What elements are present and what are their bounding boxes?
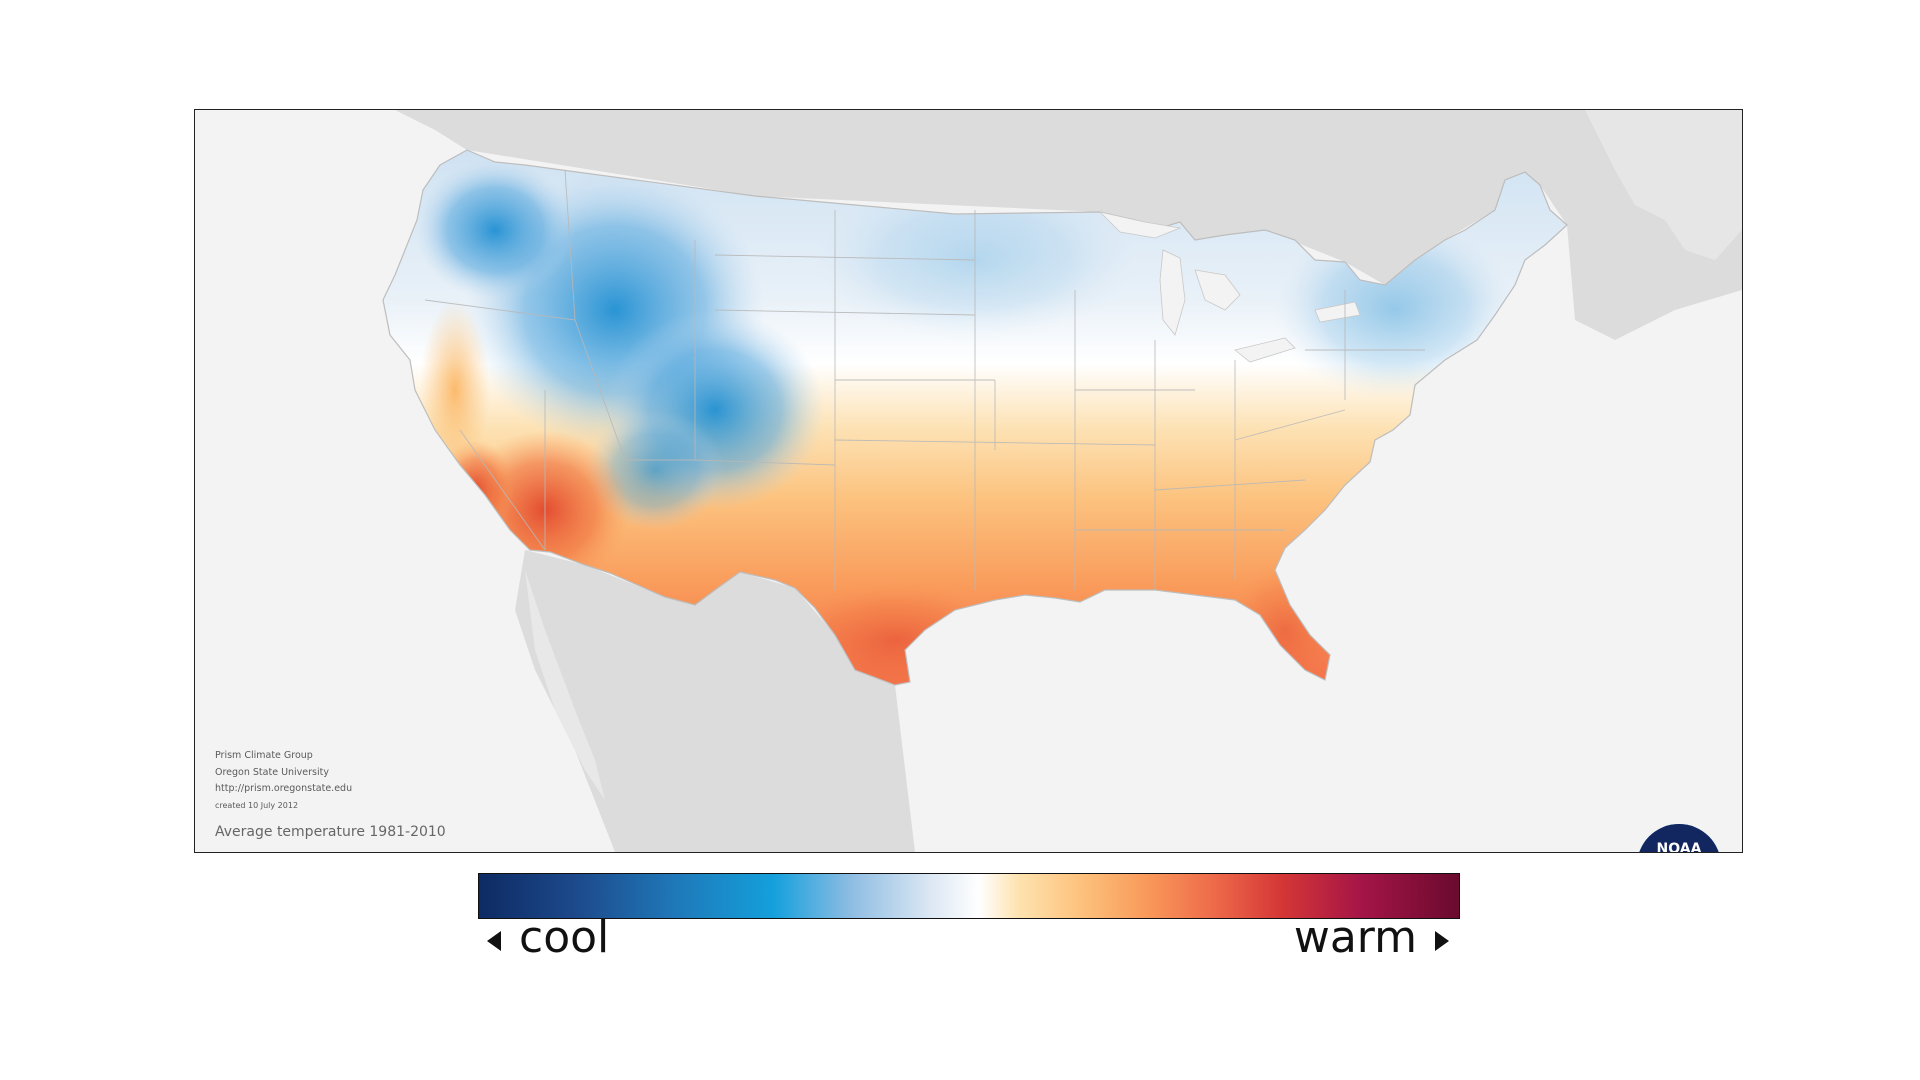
credits-block: Prism Climate Group Oregon State Univers…: [215, 748, 352, 814]
map-canvas: [382, 110, 1742, 852]
noaa-block: NOAA May: [1636, 823, 1726, 852]
legend-cool-label: cool: [519, 912, 610, 963]
color-scale-bar: [478, 873, 1460, 919]
noaa-logo-icon: NOAA: [1639, 824, 1719, 853]
noaa-logo-text: NOAA: [1657, 841, 1702, 853]
credit-university: Oregon State University: [215, 766, 329, 778]
right-arrow-icon: [1435, 930, 1449, 951]
credit-url: http://prism.oregonstate.edu: [215, 783, 353, 794]
map-title: Average temperature 1981-2010: [215, 824, 446, 840]
legend-cool: cool: [487, 912, 609, 963]
left-arrow-icon: [487, 930, 501, 951]
legend-warm-label: warm: [1293, 912, 1417, 963]
credit-created-date: created 10 July 2012: [215, 800, 299, 810]
legend-warm: warm: [1294, 912, 1449, 963]
credit-organization: Prism Climate Group: [215, 750, 313, 761]
temperature-map: Prism Climate Group Oregon State Univers…: [194, 109, 1743, 853]
